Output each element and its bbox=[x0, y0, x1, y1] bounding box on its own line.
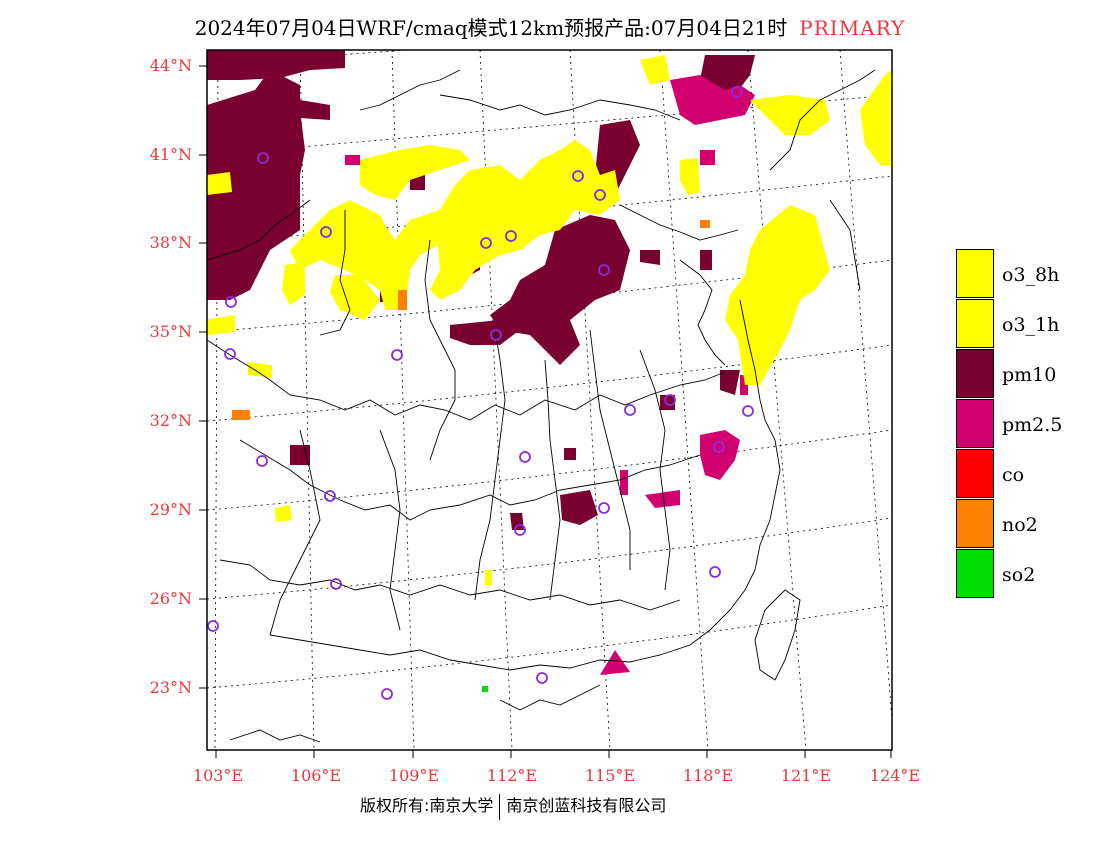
legend-label: no2 bbox=[1002, 514, 1038, 536]
map-frame bbox=[206, 49, 893, 751]
legend-swatch bbox=[956, 299, 994, 348]
lon-label-118: 118°E bbox=[682, 766, 734, 785]
legend-label: pm2.5 bbox=[1002, 414, 1063, 436]
legend-item-co: co bbox=[956, 449, 1096, 499]
lon-label-112: 112°E bbox=[486, 766, 538, 785]
axis-ticks bbox=[199, 65, 892, 758]
legend-label: co bbox=[1002, 464, 1025, 486]
pm10-areas bbox=[207, 50, 755, 530]
lat-label-35: 35°N bbox=[149, 322, 192, 341]
legend-label: o3_8h bbox=[1002, 264, 1060, 286]
legend-item-pm25: pm2.5 bbox=[956, 399, 1096, 449]
legend-label: pm10 bbox=[1002, 364, 1057, 386]
lon-label-106: 106°E bbox=[290, 766, 342, 785]
no2-areas bbox=[232, 220, 710, 420]
map-content bbox=[207, 50, 892, 750]
footer-copyright: 版权所有:南京大学 bbox=[360, 796, 494, 815]
lat-label-38: 38°N bbox=[149, 233, 192, 252]
legend-swatch bbox=[956, 249, 994, 298]
map-title: 2024年07月04日WRF/cmaq模式12km预报产品:07月04日21时 P… bbox=[0, 12, 1100, 41]
title-main: 2024年07月04日WRF/cmaq模式12km预报产品:07月04日21时 bbox=[194, 16, 788, 40]
lat-label-32: 32°N bbox=[149, 411, 192, 430]
lat-label-44: 44°N bbox=[149, 56, 192, 75]
legend-swatch bbox=[956, 399, 994, 448]
footer-company: 南京创蓝科技有限公司 bbox=[506, 796, 667, 815]
lat-label-29: 29°N bbox=[149, 500, 192, 519]
lon-label-121: 121°E bbox=[780, 766, 832, 785]
legend-label: so2 bbox=[1002, 564, 1036, 586]
legend-label: o3_1h bbox=[1002, 314, 1060, 336]
title-primary-tag: PRIMARY bbox=[799, 16, 906, 40]
legend-item-so2: so2 bbox=[956, 549, 1096, 599]
legend-item-o3-1h: o3_1h bbox=[956, 299, 1096, 349]
so2-areas bbox=[482, 686, 488, 692]
boundaries bbox=[207, 69, 876, 743]
station-markers bbox=[207, 86, 754, 700]
legend-swatch bbox=[956, 349, 994, 398]
o3-areas bbox=[207, 55, 892, 585]
footer-divider bbox=[499, 793, 501, 820]
lon-label-124: 124°E bbox=[869, 766, 921, 785]
legend-swatch bbox=[956, 449, 994, 498]
lon-label-109: 109°E bbox=[388, 766, 440, 785]
legend-item-o3-8h: o3_8h bbox=[956, 249, 1096, 299]
legend: o3_8h o3_1h pm10 pm2.5 co no2 so2 bbox=[956, 249, 1096, 599]
lat-label-23: 23°N bbox=[149, 678, 192, 697]
lon-label-103: 103°E bbox=[192, 766, 244, 785]
legend-swatch bbox=[956, 549, 994, 598]
legend-swatch bbox=[956, 499, 994, 548]
legend-item-no2: no2 bbox=[956, 499, 1096, 549]
lat-label-26: 26°N bbox=[149, 589, 192, 608]
lat-label-41: 41°N bbox=[149, 145, 192, 164]
legend-item-pm10: pm10 bbox=[956, 349, 1096, 399]
copyright-footer: 版权所有:南京大学 南京创蓝科技有限公司 bbox=[360, 792, 666, 820]
lon-label-115: 115°E bbox=[584, 766, 636, 785]
